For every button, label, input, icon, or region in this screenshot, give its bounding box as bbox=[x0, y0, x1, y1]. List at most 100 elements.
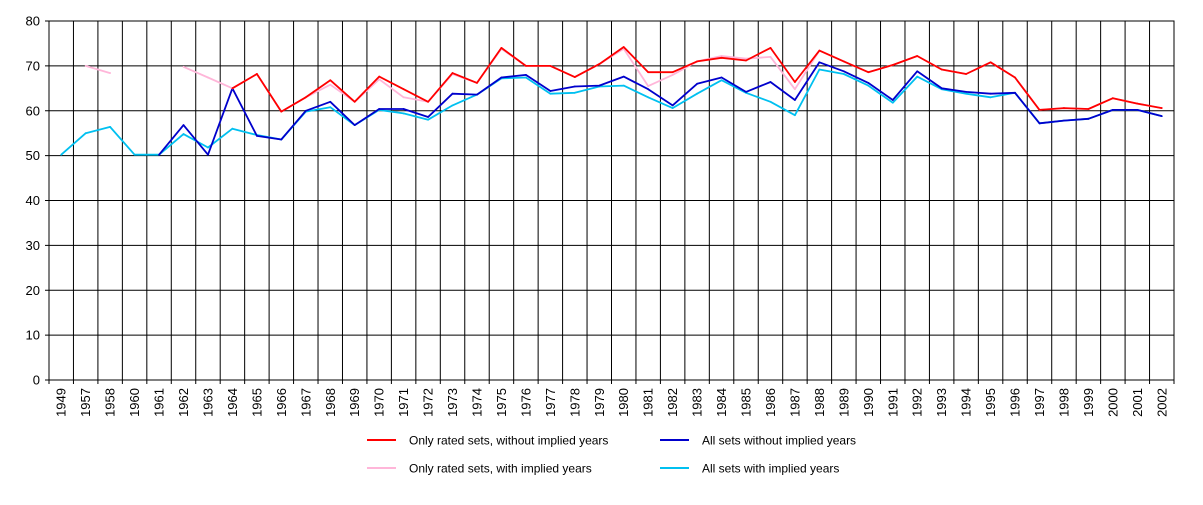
data-point bbox=[525, 64, 527, 67]
x-tick-label: 1967 bbox=[298, 388, 313, 417]
legend-label: Only rated sets, without implied years bbox=[409, 434, 608, 448]
data-point bbox=[255, 73, 258, 75]
x-tick-label: 1985 bbox=[739, 388, 754, 417]
data-point bbox=[402, 96, 405, 99]
data-point bbox=[549, 92, 552, 95]
data-point bbox=[916, 55, 919, 57]
data-point bbox=[818, 61, 821, 64]
data-point bbox=[696, 60, 698, 63]
x-tick-label: 1975 bbox=[494, 388, 509, 417]
data-point bbox=[158, 153, 160, 156]
data-point bbox=[745, 59, 747, 62]
data-point bbox=[1111, 97, 1114, 100]
data-point bbox=[1136, 102, 1139, 105]
data-point bbox=[378, 108, 381, 110]
data-point bbox=[720, 55, 723, 57]
axes: 0 10 20 30 40 50 60 70 80 1949 1957 1958 1960 1961 196… bbox=[26, 14, 1175, 417]
data-point bbox=[255, 134, 258, 137]
y-tick-label: 0 bbox=[33, 373, 40, 388]
x-tick-label: 1990 bbox=[861, 388, 876, 417]
data-point bbox=[427, 100, 429, 103]
data-point bbox=[842, 70, 845, 73]
data-point bbox=[696, 82, 698, 85]
data-point bbox=[133, 153, 136, 156]
series-line-segment bbox=[158, 61, 1163, 156]
data-point bbox=[598, 63, 601, 65]
data-point bbox=[182, 124, 185, 127]
data-point bbox=[207, 76, 209, 79]
data-point bbox=[353, 100, 356, 103]
data-point bbox=[476, 82, 478, 84]
x-tick-label: 1988 bbox=[812, 388, 827, 417]
data-point bbox=[794, 81, 796, 83]
data-point bbox=[647, 96, 650, 99]
data-point bbox=[573, 91, 576, 94]
x-tick-label: 1984 bbox=[714, 388, 729, 417]
x-tick-label: 1999 bbox=[1081, 388, 1096, 417]
data-point bbox=[867, 84, 870, 87]
y-tick-label: 80 bbox=[26, 14, 40, 29]
y-tick-label: 40 bbox=[26, 193, 40, 208]
x-tick-label: 1992 bbox=[910, 388, 925, 417]
y-tick-label: 20 bbox=[26, 283, 40, 298]
x-tick-label: 1962 bbox=[176, 388, 191, 417]
data-point bbox=[1087, 117, 1090, 120]
x-tick-label: 1966 bbox=[274, 388, 289, 417]
data-point bbox=[1038, 108, 1041, 111]
data-point bbox=[671, 107, 674, 109]
y-tick-label: 50 bbox=[26, 148, 40, 163]
data-point bbox=[769, 81, 772, 83]
series-3 bbox=[158, 61, 1163, 156]
x-tick-label: 1986 bbox=[763, 388, 778, 417]
data-point bbox=[794, 114, 796, 117]
data-point bbox=[427, 116, 429, 118]
x-tick-label: 1987 bbox=[787, 388, 802, 417]
data-point bbox=[427, 118, 429, 121]
data-point bbox=[402, 88, 405, 91]
data-point bbox=[1014, 76, 1016, 79]
data-point bbox=[818, 49, 821, 52]
data-point bbox=[720, 56, 723, 59]
data-point bbox=[1111, 108, 1114, 111]
x-tick-label: 1949 bbox=[54, 388, 69, 417]
data-point bbox=[745, 91, 747, 93]
data-point bbox=[549, 90, 552, 92]
data-point bbox=[525, 76, 527, 79]
data-point bbox=[500, 76, 503, 79]
data-point bbox=[329, 106, 332, 109]
data-point bbox=[989, 96, 992, 99]
data-point bbox=[573, 76, 576, 78]
data-point bbox=[891, 99, 894, 101]
legend: Only rated sets, without implied years On… bbox=[367, 434, 856, 476]
data-point bbox=[207, 153, 209, 156]
data-point bbox=[1038, 122, 1041, 125]
data-point bbox=[1087, 108, 1090, 110]
data-point bbox=[1160, 115, 1163, 118]
data-point bbox=[940, 68, 943, 71]
x-tick-label: 1979 bbox=[592, 388, 607, 417]
data-point bbox=[818, 68, 821, 71]
data-point bbox=[109, 126, 112, 128]
x-tick-label: 1970 bbox=[372, 388, 387, 417]
data-point bbox=[916, 75, 919, 78]
data-point bbox=[842, 60, 845, 63]
x-tick-label: 1981 bbox=[641, 388, 656, 417]
data-point bbox=[378, 78, 381, 81]
data-point bbox=[451, 72, 454, 74]
series-lines bbox=[60, 46, 1163, 156]
x-tick-label: 1989 bbox=[836, 388, 851, 417]
data-point bbox=[794, 99, 796, 101]
data-point bbox=[598, 84, 601, 87]
data-point bbox=[769, 100, 772, 103]
data-point bbox=[696, 92, 698, 95]
x-tick-label: 1976 bbox=[518, 388, 533, 417]
data-point bbox=[891, 64, 894, 66]
data-point bbox=[940, 87, 943, 90]
x-tick-label: 1958 bbox=[103, 388, 118, 417]
x-tick-label: 1995 bbox=[983, 388, 998, 417]
legend-item: All sets without implied years bbox=[660, 434, 856, 448]
grid bbox=[48, 20, 1175, 381]
data-point bbox=[402, 112, 405, 115]
data-point bbox=[720, 76, 723, 79]
